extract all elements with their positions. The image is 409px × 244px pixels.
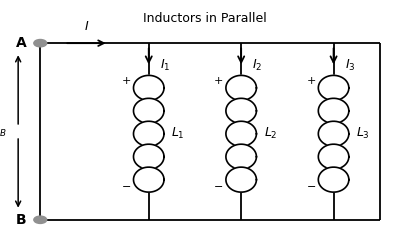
Polygon shape xyxy=(317,75,348,100)
Text: $I_{1}$: $I_{1}$ xyxy=(160,57,170,72)
Polygon shape xyxy=(133,144,164,169)
Text: B: B xyxy=(16,213,26,227)
Polygon shape xyxy=(317,144,348,169)
Polygon shape xyxy=(225,75,256,100)
Polygon shape xyxy=(225,121,256,146)
Polygon shape xyxy=(225,167,256,192)
Text: $L_{2}$: $L_{2}$ xyxy=(263,126,276,141)
Polygon shape xyxy=(317,167,348,192)
Text: −: − xyxy=(213,182,223,192)
Polygon shape xyxy=(317,98,348,123)
Polygon shape xyxy=(133,121,164,146)
Polygon shape xyxy=(133,98,164,123)
Text: $V_{AB}$: $V_{AB}$ xyxy=(0,124,7,139)
Text: $L_{3}$: $L_{3}$ xyxy=(355,126,369,141)
Polygon shape xyxy=(225,144,256,169)
Polygon shape xyxy=(317,121,348,146)
Polygon shape xyxy=(225,98,256,123)
Text: $I_{3}$: $I_{3}$ xyxy=(344,57,355,72)
Text: +: + xyxy=(121,76,130,86)
Text: A: A xyxy=(16,36,26,50)
Text: +: + xyxy=(306,76,315,86)
Polygon shape xyxy=(133,75,164,100)
Text: Inductors in Parallel: Inductors in Parallel xyxy=(143,12,266,25)
Text: $L_{1}$: $L_{1}$ xyxy=(171,126,184,141)
Circle shape xyxy=(34,40,47,47)
Text: +: + xyxy=(213,76,223,86)
Text: $I_{2}$: $I_{2}$ xyxy=(252,57,262,72)
Text: I: I xyxy=(84,20,88,33)
Polygon shape xyxy=(133,167,164,192)
Circle shape xyxy=(34,216,47,224)
Text: −: − xyxy=(121,182,130,192)
Text: −: − xyxy=(306,182,315,192)
